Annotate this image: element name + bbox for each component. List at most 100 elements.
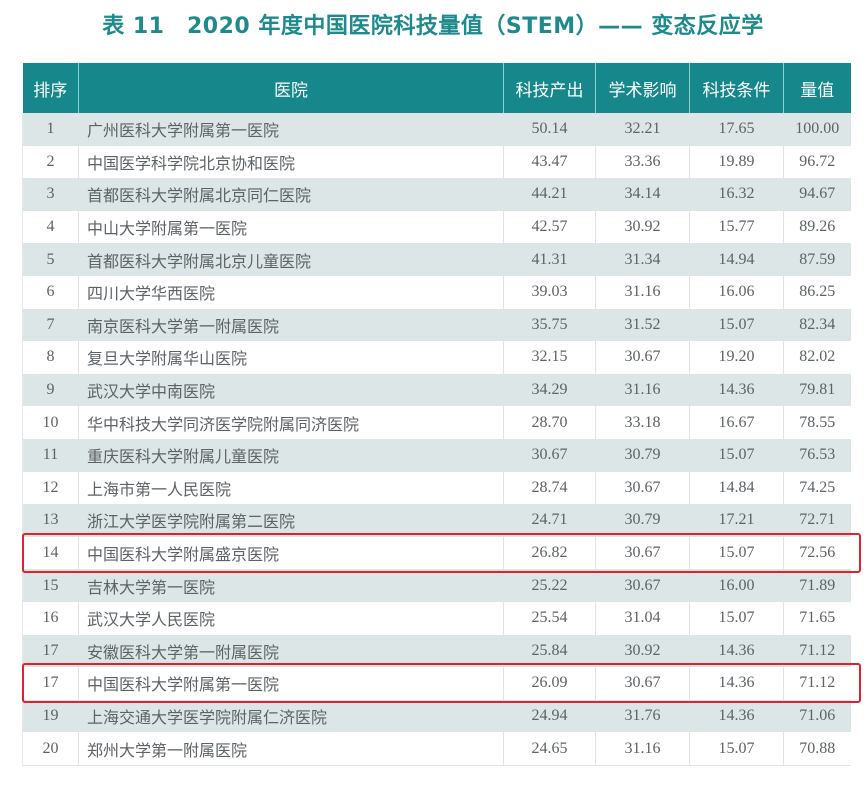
table-cell-value: 100.00 [783, 113, 851, 146]
table-cell-conditions: 17.65 [689, 113, 784, 146]
table-cell-value: 94.67 [783, 178, 851, 211]
table-cell-value: 71.65 [783, 601, 851, 635]
table-row: 16 武汉大学人民医院 25.54 31.04 15.07 71.65 [22, 601, 851, 635]
table-cell-output: 34.29 [503, 373, 596, 407]
table-cell-value: 89.26 [783, 210, 851, 244]
table-cell-output: 25.84 [503, 634, 596, 668]
table-cell-conditions: 15.77 [689, 210, 784, 244]
table-cell-conditions: 15.07 [689, 438, 784, 472]
table-cell-conditions: 19.20 [689, 341, 784, 374]
table-cell-hospital: 安徽医科大学第一附属医院 [78, 634, 504, 668]
table-cell-output: 43.47 [503, 145, 596, 179]
table-cell-impact: 30.79 [595, 438, 690, 472]
table-cell-output: 26.82 [503, 536, 596, 570]
ranking-table: 排序 医院 科技产出 学术影响 科技条件 量值 1 广州医科大学附属第一医院 50.… [22, 63, 851, 766]
table-cell-hospital: 吉林大学第一医院 [78, 569, 504, 602]
table-cell-impact: 30.92 [595, 634, 690, 668]
table-row: 8 复旦大学附属华山医院 32.15 30.67 19.20 82.02 [22, 341, 851, 374]
header-output: 科技产出 [503, 63, 596, 113]
table-cell-value: 86.25 [783, 275, 851, 309]
table-cell-rank: 12 [22, 471, 79, 505]
table-cell-impact: 30.79 [595, 504, 690, 537]
table-row: 17 中国医科大学附属第一医院 26.09 30.67 14.36 71.12 [22, 667, 851, 700]
table-cell-rank: 4 [22, 210, 79, 244]
table-cell-hospital: 华中科技大学同济医学院附属同济医院 [78, 406, 504, 439]
table-row: 20 郑州大学第一附属医院 24.65 31.16 15.07 70.88 [22, 732, 851, 766]
table-cell-value: 82.34 [783, 308, 851, 342]
table-cell-output: 28.70 [503, 406, 596, 439]
table-cell-hospital: 中国医科大学附属第一医院 [78, 667, 504, 700]
table-cell-output: 50.14 [503, 113, 596, 146]
table-cell-hospital: 郑州大学第一附属医院 [78, 732, 504, 766]
table-cell-output: 26.09 [503, 667, 596, 700]
table-row: 15 吉林大学第一医院 25.22 30.67 16.00 71.89 [22, 569, 851, 602]
table-cell-conditions: 16.32 [689, 178, 784, 211]
table-cell-value: 74.25 [783, 471, 851, 505]
table-cell-output: 35.75 [503, 308, 596, 342]
table-cell-hospital: 南京医科大学第一附属医院 [78, 308, 504, 342]
table-cell-rank: 19 [22, 699, 79, 733]
table-cell-impact: 34.14 [595, 178, 690, 211]
table-cell-output: 24.71 [503, 504, 596, 537]
header-rank: 排序 [22, 63, 79, 113]
table-cell-impact: 30.67 [595, 569, 690, 602]
table-cell-hospital: 首都医科大学附属北京儿童医院 [78, 243, 504, 276]
table-cell-rank: 16 [22, 601, 79, 635]
table-cell-hospital: 四川大学华西医院 [78, 275, 504, 309]
table-cell-conditions: 15.07 [689, 601, 784, 635]
table-cell-hospital: 复旦大学附属华山医院 [78, 341, 504, 374]
table-cell-impact: 32.21 [595, 113, 690, 146]
table-row: 4 中山大学附属第一医院 42.57 30.92 15.77 89.26 [22, 210, 851, 244]
table-cell-rank: 17 [22, 634, 79, 668]
table-cell-hospital: 中国医科大学附属盛京医院 [78, 536, 504, 570]
table-cell-conditions: 14.94 [689, 243, 784, 276]
table-row: 1 广州医科大学附属第一医院 50.14 32.21 17.65 100.00 [22, 113, 851, 146]
table-cell-output: 28.74 [503, 471, 596, 505]
table-cell-output: 24.94 [503, 699, 596, 733]
table-cell-value: 70.88 [783, 732, 851, 766]
table-cell-hospital: 广州医科大学附属第一医院 [78, 113, 504, 146]
table-cell-conditions: 16.06 [689, 275, 784, 309]
table-cell-rank: 9 [22, 373, 79, 407]
header-conditions: 科技条件 [689, 63, 784, 113]
table-row: 12 上海市第一人民医院 28.74 30.67 14.84 74.25 [22, 471, 851, 505]
table-cell-hospital: 浙江大学医学院附属第二医院 [78, 504, 504, 537]
table-cell-hospital: 武汉大学人民医院 [78, 601, 504, 635]
table-cell-conditions: 14.36 [689, 373, 784, 407]
table-cell-value: 71.12 [783, 667, 851, 700]
table-cell-rank: 11 [22, 438, 79, 472]
table-cell-hospital: 中国医学科学院北京协和医院 [78, 145, 504, 179]
table-cell-value: 71.12 [783, 634, 851, 668]
table-cell-conditions: 14.36 [689, 699, 784, 733]
header-value: 量值 [783, 63, 851, 113]
table-cell-rank: 8 [22, 341, 79, 374]
table-cell-hospital: 上海交通大学医学院附属仁济医院 [78, 699, 504, 733]
table-cell-conditions: 15.07 [689, 308, 784, 342]
table-cell-value: 71.06 [783, 699, 851, 733]
table-row: 14 中国医科大学附属盛京医院 26.82 30.67 15.07 72.56 [22, 536, 851, 570]
table-cell-output: 25.54 [503, 601, 596, 635]
table-cell-rank: 2 [22, 145, 79, 179]
table-cell-output: 39.03 [503, 275, 596, 309]
table-cell-conditions: 16.00 [689, 569, 784, 602]
table-cell-rank: 15 [22, 569, 79, 602]
table-cell-conditions: 19.89 [689, 145, 784, 179]
table-cell-value: 72.71 [783, 504, 851, 537]
table-cell-output: 41.31 [503, 243, 596, 276]
table-cell-impact: 33.36 [595, 145, 690, 179]
table-row: 3 首都医科大学附属北京同仁医院 44.21 34.14 16.32 94.67 [22, 178, 851, 211]
table-cell-impact: 31.52 [595, 308, 690, 342]
table-row: 11 重庆医科大学附属儿童医院 30.67 30.79 15.07 76.53 [22, 438, 851, 472]
table-cell-output: 25.22 [503, 569, 596, 602]
table-cell-conditions: 14.36 [689, 634, 784, 668]
table-row: 13 浙江大学医学院附属第二医院 24.71 30.79 17.21 72.71 [22, 504, 851, 537]
table-cell-rank: 5 [22, 243, 79, 276]
table-row: 9 武汉大学中南医院 34.29 31.16 14.36 79.81 [22, 373, 851, 407]
table-cell-conditions: 17.21 [689, 504, 784, 537]
table-cell-rank: 3 [22, 178, 79, 211]
table-cell-rank: 6 [22, 275, 79, 309]
table-cell-impact: 30.67 [595, 536, 690, 570]
table-header-row: 排序 医院 科技产出 学术影响 科技条件 量值 [22, 63, 851, 113]
table-cell-impact: 30.67 [595, 667, 690, 700]
table-cell-impact: 30.67 [595, 341, 690, 374]
